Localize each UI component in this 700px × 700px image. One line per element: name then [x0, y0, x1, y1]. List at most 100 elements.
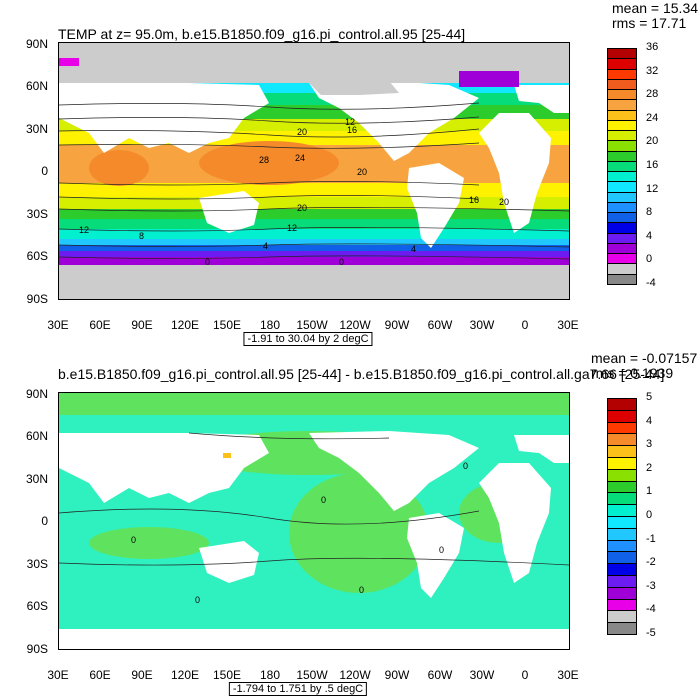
colorbar-label: 32 — [646, 64, 659, 77]
contour-label: 0 — [463, 461, 468, 471]
colorbar-label: 36 — [646, 41, 659, 53]
lon-tick-label: 180 — [259, 318, 281, 332]
panel-title: TEMP at z= 95.0m, b.e15.B1850.f09_g16.pi… — [58, 26, 466, 42]
colorbar-label: -1 — [646, 532, 656, 545]
colorbar — [607, 398, 637, 635]
colorbar-label: 8 — [646, 206, 653, 219]
colorbar-label: 4 — [646, 414, 653, 427]
lat-tick-label: 60N — [25, 79, 48, 93]
colorbar-swatch — [607, 622, 637, 635]
contour-range-box: -1.91 to 30.04 by 2 degC — [243, 332, 373, 346]
eurasia — [59, 433, 569, 503]
lon-tick-label: 120W — [339, 318, 371, 332]
contour-label: 20 — [297, 127, 307, 137]
rms-value: rms = 0.1939 — [591, 365, 674, 381]
contour-label: 12 — [287, 223, 297, 233]
contour-label: 0 — [321, 495, 326, 505]
lon-tick-label: 90W — [384, 668, 410, 682]
lon-tick-label: 150W — [296, 318, 328, 332]
map-plot-area: 12 20 16 24 20 20 28 12 8 12 0 0 4 16 20 4 — [58, 42, 570, 300]
contour-label: 20 — [499, 197, 509, 207]
contour-label: 4 — [411, 244, 416, 254]
colorbar-label: -4 — [646, 603, 656, 616]
lat-tick-label: 90S — [26, 292, 48, 306]
lon-tick-label: 30E — [557, 318, 579, 332]
lon-tick-label: 60E — [89, 668, 111, 682]
continents — [59, 431, 569, 649]
colorbar-swatch — [607, 273, 637, 285]
australia — [199, 541, 259, 583]
eurasia — [59, 83, 569, 153]
contour-label: 0 — [131, 535, 136, 545]
colorbar-label: 20 — [646, 135, 659, 148]
lon-tick-label: 30W — [469, 668, 495, 682]
contour-label: 16 — [347, 125, 357, 135]
lat-tick-label: 30S — [26, 557, 48, 571]
lon-tick-label: 180 — [259, 668, 281, 682]
difference-map: 0 0 0 0 0 0 — [59, 393, 569, 649]
contour-label: 0 — [195, 595, 200, 605]
colorbar-label: 0 — [646, 253, 653, 266]
contour-label: 4 — [263, 241, 268, 251]
arctic-cold-patch-west — [59, 58, 79, 66]
contour-label: 24 — [295, 153, 305, 163]
rms-value: rms = 17.71 — [612, 15, 687, 31]
lon-tick-label: 150W — [296, 668, 328, 682]
lat-tick-label: 60N — [25, 429, 48, 443]
warm-anomaly-spot — [223, 453, 231, 458]
lon-tick-label: 30W — [469, 318, 495, 332]
colorbar-label: -5 — [646, 627, 656, 639]
contour-label: 28 — [259, 155, 269, 165]
lat-tick-label: 0 — [41, 164, 48, 178]
longitude-labels: 30E 60E 90E 120E 150E 180 150W 120W 90W … — [0, 668, 700, 684]
contour-range-box: -1.794 to 1.751 by .5 degC — [228, 682, 368, 696]
colorbar-label: 2 — [646, 461, 653, 474]
contour-label: 16 — [469, 195, 479, 205]
lon-tick-label: 150E — [212, 668, 242, 682]
contour-label-group: 0 0 0 0 0 0 — [131, 461, 468, 605]
colorbar — [607, 48, 637, 285]
colorbar-label: 16 — [646, 159, 659, 171]
lon-tick-label: 120E — [170, 318, 200, 332]
north-america — [309, 81, 479, 161]
colorbar-label: 4 — [646, 229, 653, 242]
lon-tick-label: 30E — [557, 668, 579, 682]
colorbar-label: 3 — [646, 438, 653, 451]
lat-tick-label: 30N — [25, 122, 48, 136]
missing-data-regions — [59, 43, 569, 299]
lat-tick-label: 90N — [25, 387, 48, 401]
colorbar-label: -2 — [646, 556, 656, 569]
lon-tick-label: 120E — [170, 668, 200, 682]
lon-tick-label: 30E — [47, 668, 69, 682]
contour-lines — [59, 432, 569, 566]
contour-lines — [59, 102, 569, 260]
lat-tick-label: 90S — [26, 642, 48, 656]
africa — [479, 463, 551, 583]
colorbar-label: 24 — [646, 111, 659, 124]
panel-title: b.e15.B1850.f09_g16.pi_control.all.95 [2… — [58, 366, 665, 382]
australia — [199, 191, 259, 233]
contour-label: 12 — [345, 117, 355, 127]
lat-tick-label: 30S — [26, 207, 48, 221]
panel-temperature-difference: b.e15.B1850.f09_g16.pi_control.all.95 [2… — [0, 350, 700, 700]
mean-value: mean = -0.07157 — [591, 350, 698, 366]
south-america — [407, 163, 464, 248]
lon-tick-label: 150E — [212, 318, 242, 332]
lon-tick-label: 0 — [521, 668, 529, 682]
south-america — [407, 513, 464, 598]
lon-tick-label: 0 — [521, 318, 529, 332]
lat-tick-label: 0 — [41, 514, 48, 528]
lat-tick-label: 60S — [26, 249, 48, 263]
colorbar-label: 1 — [646, 485, 653, 498]
arctic-cold-patch — [459, 71, 519, 87]
pacific-warm-pool — [199, 141, 339, 185]
contour-label: 8 — [139, 231, 144, 241]
lon-tick-label: 60W — [427, 668, 453, 682]
colorbar-label: 0 — [646, 509, 653, 521]
north-america — [309, 431, 479, 511]
lat-tick-label: 60S — [26, 599, 48, 613]
contour-label: 20 — [357, 167, 367, 177]
lon-tick-label: 90W — [384, 318, 410, 332]
contour-label: 0 — [339, 257, 344, 267]
